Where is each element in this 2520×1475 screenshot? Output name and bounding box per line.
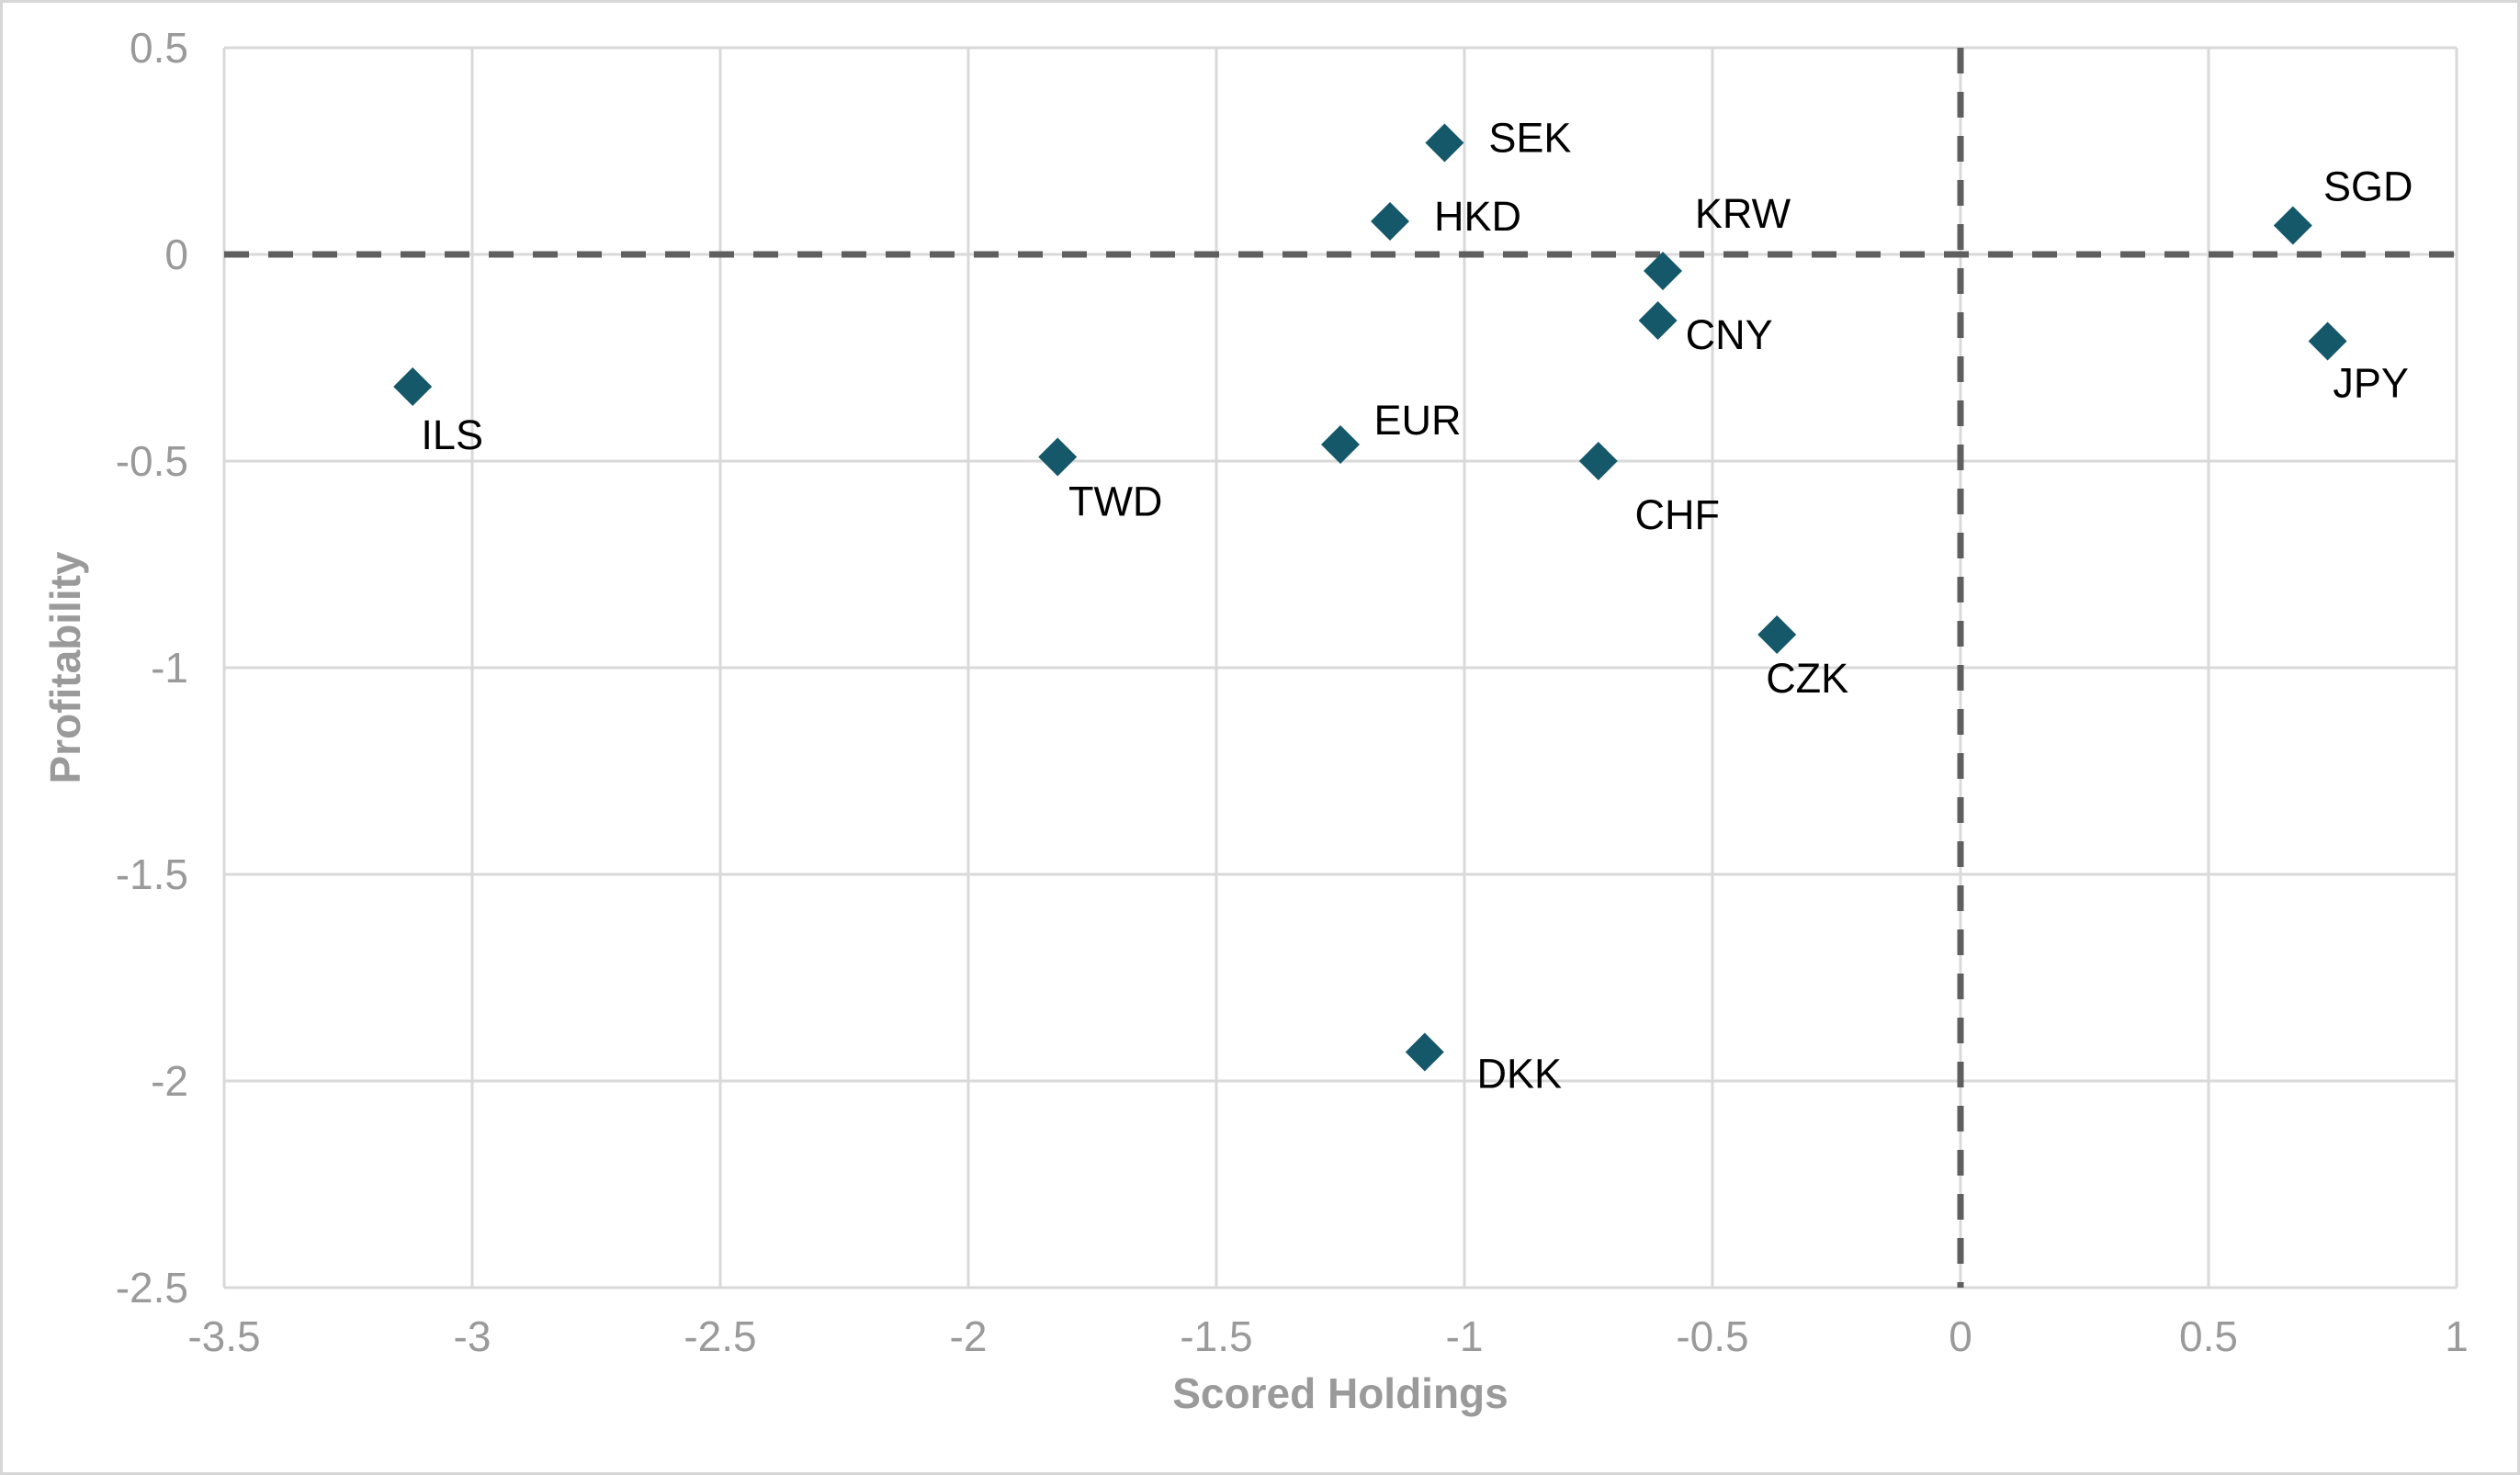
x-tick-label--3.5: -3.5 xyxy=(187,1312,260,1360)
data-point-label-TWD: TWD xyxy=(1068,479,1162,525)
data-point-ILS xyxy=(393,367,433,406)
data-point-label-HKD: HKD xyxy=(1434,193,1521,240)
reference-line-layer xyxy=(224,48,2457,1288)
data-point-CZK xyxy=(1757,615,1797,654)
x-tick-label--2: -2 xyxy=(950,1312,988,1360)
x-tick-label-0.5: 0.5 xyxy=(2179,1312,2238,1360)
x-tick-label--1: -1 xyxy=(1446,1312,1484,1360)
data-point-label-JPY: JPY xyxy=(2333,360,2409,407)
data-point-label-KRW: KRW xyxy=(1695,190,1791,237)
data-point-label-ILS: ILS xyxy=(421,411,483,458)
x-tick-label--0.5: -0.5 xyxy=(1676,1312,1748,1360)
x-tick-label-1: 1 xyxy=(2445,1312,2469,1360)
data-point-SEK xyxy=(1425,123,1464,163)
y-axis-title: Profitability xyxy=(41,551,89,783)
data-point-label-CZK: CZK xyxy=(1766,655,1848,702)
data-point-label-DKK: DKK xyxy=(1477,1051,1563,1098)
data-point-label-CNY: CNY xyxy=(1686,311,1773,358)
data-point-layer: SEK HKD KRW CNY SGD JPY ILS EUR TWD CHF CZK DKK xyxy=(393,115,2413,1098)
data-point-label-EUR: EUR xyxy=(1373,397,1461,444)
data-point-JPY xyxy=(2308,321,2347,361)
x-tick-label--3: -3 xyxy=(454,1312,492,1360)
y-tick-label-0.5: 0.5 xyxy=(130,24,188,72)
x-axis-title: Scored Holdings xyxy=(1172,1369,1508,1417)
data-point-TWD xyxy=(1038,437,1078,477)
data-point-label-CHF: CHF xyxy=(1635,491,1720,538)
x-tick-label--2.5: -2.5 xyxy=(684,1312,756,1360)
y-tick-label--2.5: -2.5 xyxy=(116,1264,188,1312)
x-tick-label--1.5: -1.5 xyxy=(1180,1312,1252,1360)
data-point-CNY xyxy=(1638,301,1678,340)
y-tick-label-0: 0 xyxy=(164,231,188,278)
x-tick-label-0: 0 xyxy=(1949,1312,1972,1360)
data-point-KRW xyxy=(1644,252,1682,290)
data-point-DKK xyxy=(1405,1032,1444,1072)
data-point-HKD xyxy=(1371,202,1409,241)
data-point-label-SGD: SGD xyxy=(2323,163,2413,210)
data-point-label-SEK: SEK xyxy=(1488,115,1571,162)
y-tick-label--1.5: -1.5 xyxy=(116,850,188,898)
y-tick-label--1: -1 xyxy=(151,644,188,692)
y-tick-label--0.5: -0.5 xyxy=(116,437,188,485)
data-point-CHF xyxy=(1578,442,1618,480)
data-point-EUR xyxy=(1321,425,1360,464)
tick-label-layer: -3.5 -3 -2.5 -2 -1.5 -1 -0.5 0 0.5 1 0.5 0 -0.5 -1 -1.… xyxy=(116,24,2469,1360)
data-point-SGD xyxy=(2273,206,2312,245)
y-tick-label--2: -2 xyxy=(151,1057,188,1105)
grid-layer xyxy=(222,46,2458,1289)
